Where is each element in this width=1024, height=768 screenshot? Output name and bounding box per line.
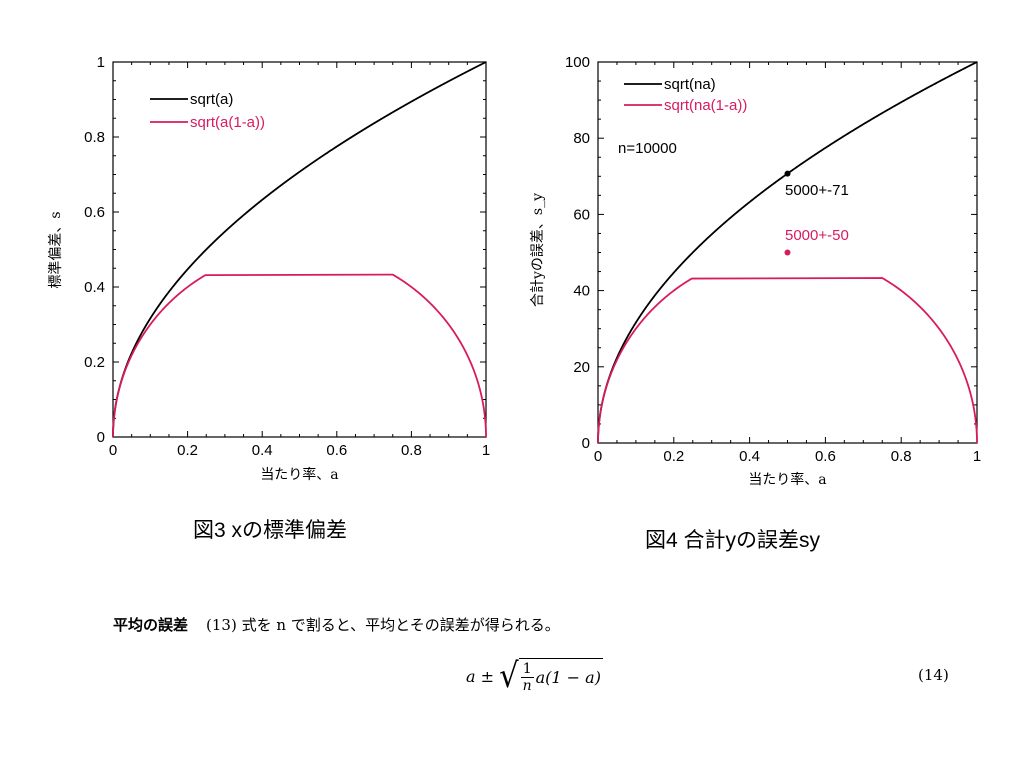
annotation-label: n=10000 bbox=[618, 140, 677, 157]
y-tick-label: 0.8 bbox=[84, 129, 105, 146]
fraction: 1 n bbox=[520, 661, 534, 694]
chart-4: 0 0.2 0.4 0.6 0.8 1 0 20 40 60 80 100 当たり率、a 合計yの誤差、s… bbox=[530, 54, 981, 488]
section-heading: 平均の誤差 bbox=[113, 616, 189, 634]
y-tick-label: 0.4 bbox=[84, 279, 105, 296]
annotation-point bbox=[784, 249, 791, 256]
y-tick-label: 0.6 bbox=[84, 204, 105, 221]
x-tick-label: 0.2 bbox=[663, 448, 684, 465]
y-tick-label: 80 bbox=[573, 130, 590, 147]
figure-4-caption: 図4 合計yの誤差sy bbox=[645, 529, 821, 552]
y-tick-label: 1 bbox=[97, 54, 105, 71]
x-tick-label: 0 bbox=[594, 448, 602, 465]
y-tick-label: 60 bbox=[573, 206, 590, 223]
x-tick-label: 1 bbox=[973, 448, 981, 465]
x-tick-label: 0.4 bbox=[739, 448, 760, 465]
x-tick-label: 0.6 bbox=[326, 442, 347, 459]
legend-label: sqrt(a) bbox=[190, 91, 233, 108]
x-tick-label: 0.8 bbox=[891, 448, 912, 465]
y-tick-label: 0 bbox=[97, 429, 105, 446]
legend-label: sqrt(na(1-a)) bbox=[664, 97, 747, 114]
y-tick-label: 40 bbox=[573, 283, 590, 300]
y-axis-label: 標準偏差、s bbox=[48, 211, 64, 288]
series-line-2 bbox=[112, 273, 487, 437]
radical-sign: √ bbox=[499, 656, 519, 696]
fraction-numerator: 1 bbox=[520, 661, 534, 678]
paragraph-line: 平均の誤差 (13) 式を n で割ると、平均とその誤差が得られる。 bbox=[113, 614, 560, 635]
chart-3: 0 0.2 0.4 0.6 0.8 1 0 0.2 0.4 0.6 0.8 1 当たり率、a 標準偏差、s… bbox=[48, 54, 490, 483]
charts-canvas: 0 0.2 0.4 0.6 0.8 1 0 0.2 0.4 0.6 0.8 1 当たり率、a 標準偏差、s… bbox=[48, 54, 981, 488]
legend-label: sqrt(a(1-a)) bbox=[190, 114, 265, 131]
y-axis-label: 合計yの誤差、s_y bbox=[530, 193, 546, 307]
annotation-label: 5000+-71 bbox=[785, 182, 849, 199]
x-tick-label: 0.6 bbox=[815, 448, 836, 465]
square-root: √ 1 n a(1 − a) bbox=[498, 658, 603, 694]
x-tick-label: 0.8 bbox=[401, 442, 422, 459]
figure-3-caption: 図3 xの標準偏差 bbox=[193, 519, 348, 542]
x-tick-label: 0 bbox=[109, 442, 117, 459]
series-line-2 bbox=[597, 277, 978, 443]
x-axis-label: 当たり率、a bbox=[260, 466, 338, 483]
annotation-label: 5000+-50 bbox=[785, 227, 849, 244]
x-tick-label: 0.2 bbox=[177, 442, 198, 459]
legend-label: sqrt(na) bbox=[664, 76, 716, 93]
x-axis-label: 当たり率、a bbox=[748, 471, 826, 488]
y-tick-label: 0.2 bbox=[84, 354, 105, 371]
y-tick-label: 20 bbox=[573, 359, 590, 376]
series-line-1 bbox=[112, 61, 487, 437]
radicand-rest: a(1 − a) bbox=[535, 668, 601, 687]
equation-lhs: a ± bbox=[466, 666, 495, 686]
radicand: 1 n a(1 − a) bbox=[518, 658, 603, 694]
y-tick-label: 100 bbox=[565, 54, 590, 71]
equation-14: a ± √ 1 n a(1 − a) bbox=[466, 652, 603, 700]
x-tick-label: 1 bbox=[482, 442, 490, 459]
fraction-denominator: n bbox=[522, 678, 532, 694]
y-tick-label: 0 bbox=[582, 435, 590, 452]
plot-frame bbox=[112, 61, 487, 438]
equation-number: (14) bbox=[918, 666, 949, 684]
paragraph-text: (13) 式を n で割ると、平均とその誤差が得られる。 bbox=[206, 616, 560, 634]
x-tick-label: 0.4 bbox=[252, 442, 273, 459]
annotation-point bbox=[784, 170, 791, 177]
